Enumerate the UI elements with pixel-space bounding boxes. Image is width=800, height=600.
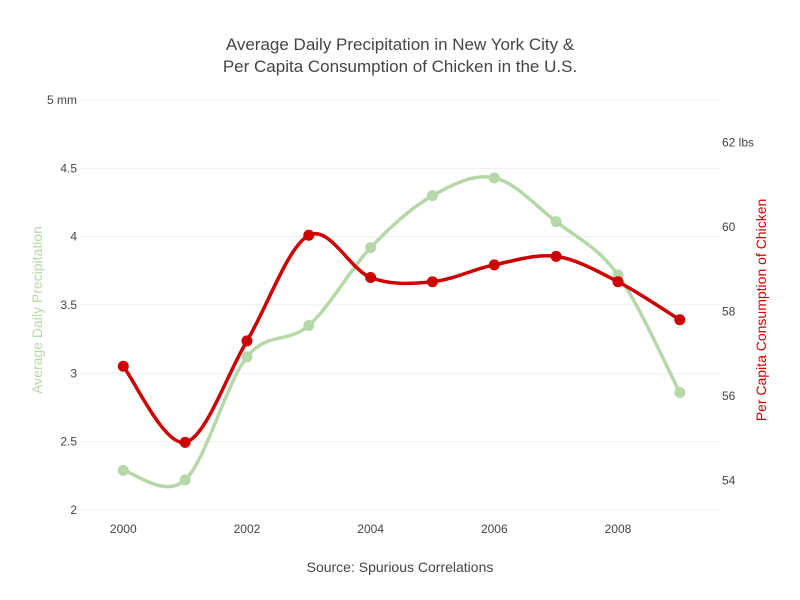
y-left-tick-label: 2 [70,503,77,517]
y-left-tick-label: 3.5 [60,298,77,312]
y-right-tick-label: 58 [722,304,736,318]
data-point[interactable] [550,216,562,228]
series-precipitation [117,172,686,489]
x-tick-label: 2000 [110,522,137,536]
data-point[interactable] [550,250,562,262]
x-tick-label: 2002 [234,522,261,536]
data-point[interactable] [179,474,191,486]
y-right-tick-label: 56 [722,389,736,403]
data-point[interactable] [488,259,500,271]
data-point[interactable] [365,272,377,284]
data-point[interactable] [117,464,129,476]
series-line [121,175,682,489]
series-chicken [117,229,686,448]
data-point[interactable] [365,242,377,254]
data-point[interactable] [241,351,253,363]
chart-title-line-2: Per Capita Consumption of Chicken in the… [223,57,577,76]
data-point[interactable] [674,386,686,398]
data-point[interactable] [612,276,624,288]
data-point[interactable] [303,320,315,331]
chart-title-line-1: Average Daily Precipitation in New York … [226,35,575,54]
series-layer [117,172,686,489]
data-point[interactable] [426,276,438,288]
x-tick-label: 2006 [481,522,508,536]
x-tick-label: 2008 [605,522,632,536]
y-right-tick-label: 62 lbs [722,135,754,149]
data-point[interactable] [488,172,500,184]
data-point[interactable] [179,436,191,448]
data-point[interactable] [303,229,315,241]
series-line [121,231,682,445]
x-tick-label: 2004 [357,522,384,536]
y-axis-left-label: Average Daily Precipitation [29,226,45,394]
data-point[interactable] [426,190,438,202]
x-axis-label: Source: Spurious Correlations [307,559,494,575]
data-point[interactable] [674,314,686,326]
data-point[interactable] [117,360,129,372]
y-axis-right-label: Per Capita Consumption of Chicken [753,199,769,422]
y-left-tick-label: 5 mm [47,93,77,107]
gridlines [80,99,720,511]
axes: 2 2.5 3 3.5 4 4.5 5 mm 54 56 58 60 62 lbs 2000 2002 20… [47,93,754,536]
y-right-tick-label: 60 [722,220,736,234]
y-left-tick-label: 4.5 [60,161,77,175]
y-left-tick-label: 4 [70,230,77,244]
y-left-tick-label: 2.5 [60,435,77,449]
y-left-tick-label: 3 [70,366,77,380]
data-point[interactable] [241,335,253,347]
y-right-tick-label: 54 [722,473,736,487]
